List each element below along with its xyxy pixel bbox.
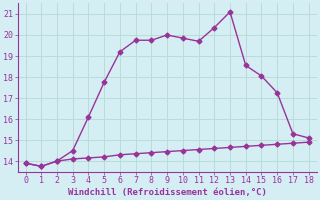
X-axis label: Windchill (Refroidissement éolien,°C): Windchill (Refroidissement éolien,°C) (68, 188, 267, 197)
